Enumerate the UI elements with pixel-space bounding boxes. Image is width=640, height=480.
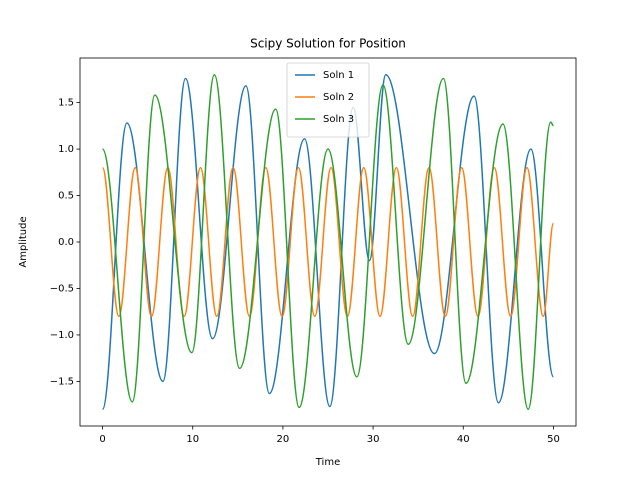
x-tick-label: 10 [186, 434, 199, 445]
y-tick-label: 0.0 [58, 237, 74, 248]
legend-label: Soln 1 [323, 70, 354, 81]
y-tick-label: 1.5 [58, 98, 74, 109]
chart-title: Scipy Solution for Position [250, 37, 406, 51]
line-series [101, 73, 554, 411]
y-tick-label: 0.5 [58, 191, 74, 202]
plot-frame [79, 57, 577, 427]
x-tick-label: 0 [99, 434, 105, 445]
y-tick-label: −0.5 [50, 283, 74, 294]
x-tick-label: 50 [547, 434, 560, 445]
y-axis-label: Amplitude [18, 216, 29, 267]
x-tick-label: 30 [367, 434, 380, 445]
legend-label: Soln 3 [323, 114, 354, 125]
y-tick-label: −1.0 [50, 330, 74, 341]
line-series [101, 73, 555, 411]
legend-label: Soln 2 [323, 92, 354, 103]
y-tick-label: −1.5 [50, 376, 74, 387]
x-axis-label: Time [315, 457, 340, 468]
x-tick-label: 20 [277, 434, 290, 445]
x-tick-label: 40 [457, 434, 470, 445]
y-tick-label: 1.0 [58, 144, 74, 155]
